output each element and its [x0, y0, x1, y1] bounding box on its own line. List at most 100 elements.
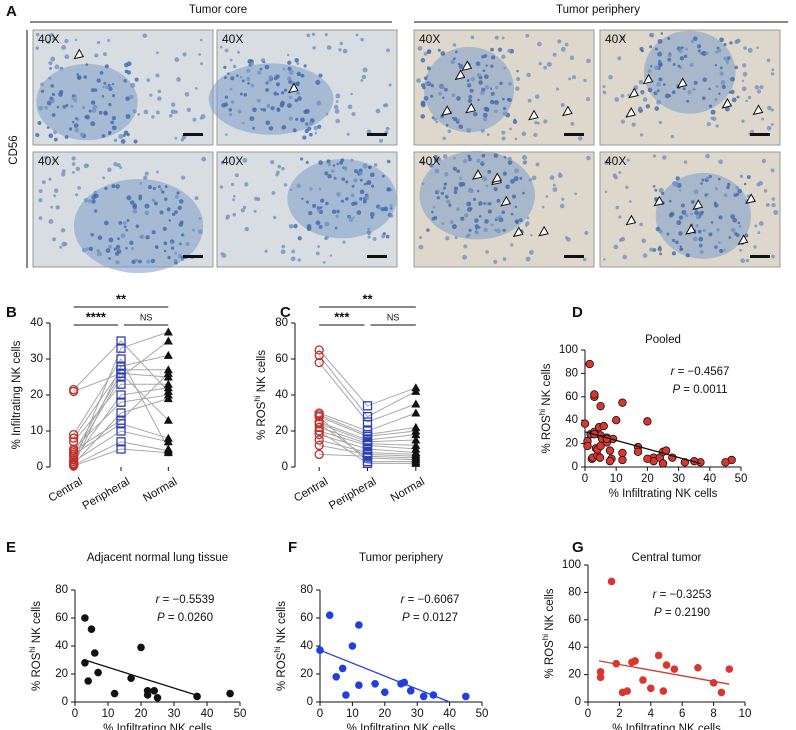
cell: [498, 217, 504, 223]
cell: [508, 81, 513, 86]
cell: [76, 73, 79, 76]
cell: [155, 110, 160, 115]
cell: [353, 169, 358, 174]
cell: [68, 127, 73, 131]
cell: [494, 85, 499, 90]
point: [342, 691, 350, 699]
panel-letter: C: [280, 304, 291, 321]
cell: [727, 56, 731, 60]
cell: [501, 97, 505, 101]
statistic-part: r: [401, 594, 406, 606]
cell: [453, 190, 458, 195]
cell: [282, 67, 286, 71]
y-tick-label: 30: [30, 353, 43, 365]
cell: [706, 122, 711, 127]
statistic-part: = 0.2190: [662, 607, 710, 619]
cell: [315, 220, 321, 226]
cell: [745, 258, 750, 263]
cell: [265, 120, 271, 126]
x-tick-label: 50: [476, 708, 489, 720]
cell: [314, 132, 318, 135]
arrowhead: [692, 199, 704, 210]
cell: [513, 176, 519, 182]
x-tick-label: Peripheral: [327, 476, 378, 513]
cell: [324, 33, 328, 37]
x-axis-label: % Infiltrating NK cells: [347, 723, 456, 730]
cell: [708, 104, 713, 108]
cell: [345, 180, 349, 184]
cell: [131, 246, 135, 250]
cell: [159, 210, 164, 215]
cell: [129, 94, 134, 100]
cell: [252, 107, 257, 113]
significance-label: NS: [387, 312, 400, 322]
cell: [574, 192, 578, 196]
cell: [351, 201, 356, 206]
cell: [94, 209, 98, 213]
cell: [317, 245, 321, 248]
cell: [534, 94, 540, 99]
cell: [742, 63, 747, 68]
point: [623, 687, 632, 695]
cell: [724, 106, 730, 112]
cell: [265, 81, 269, 85]
cell: [113, 138, 118, 143]
cell: [91, 199, 96, 204]
arrowhead: [73, 48, 85, 60]
cell: [155, 246, 159, 249]
dot: [116, 426, 126, 436]
dot: [163, 394, 173, 403]
cell: [468, 228, 472, 232]
cell: [228, 113, 233, 117]
cell: [99, 71, 104, 75]
dot: [163, 437, 173, 446]
point: [419, 692, 428, 701]
cell: [84, 115, 88, 119]
cell: [429, 163, 434, 168]
cell: [122, 221, 127, 225]
cell: [478, 80, 483, 85]
cell: [51, 113, 56, 117]
cell: [335, 118, 340, 124]
cell: [94, 88, 98, 92]
cell: [693, 36, 698, 41]
cell: [116, 163, 121, 168]
y-tick-label: 20: [30, 389, 43, 401]
cell: [317, 124, 322, 129]
cell: [164, 185, 168, 188]
y-tick-label: 60: [568, 614, 581, 626]
point: [381, 688, 389, 696]
cell: [144, 171, 149, 176]
cell: [275, 74, 280, 79]
cell: [618, 215, 622, 219]
cell: [38, 216, 43, 220]
cell: [73, 123, 79, 128]
cell: [146, 259, 151, 264]
cell: [329, 254, 333, 257]
cell: [641, 238, 647, 244]
cell: [52, 237, 57, 242]
x-tick-label: 20: [135, 708, 148, 720]
point: [153, 694, 162, 702]
arrowhead: [465, 102, 476, 114]
cell: [617, 56, 622, 61]
cell: [246, 76, 251, 82]
cell: [372, 236, 377, 241]
arrowhead: [441, 105, 452, 116]
cell: [667, 57, 672, 62]
cell: [647, 69, 652, 73]
cell: [35, 46, 39, 50]
cell: [518, 218, 523, 223]
dot: [116, 379, 126, 389]
cell: [678, 48, 683, 54]
dot: [314, 419, 324, 429]
dot: [116, 408, 126, 418]
cell: [125, 96, 130, 101]
cell: [49, 67, 52, 70]
cell: [656, 89, 660, 93]
cell: [552, 183, 556, 187]
cell: [126, 70, 132, 75]
cell: [435, 120, 439, 124]
cell: [452, 57, 456, 61]
cell: [452, 43, 457, 47]
